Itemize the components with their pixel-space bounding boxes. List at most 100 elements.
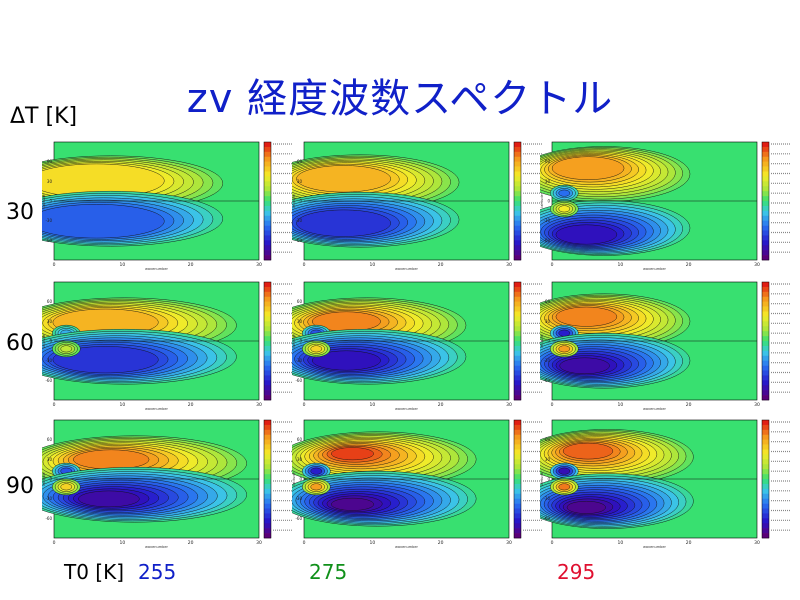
colorbar-swatch (264, 311, 271, 317)
colorbar-swatch (514, 355, 521, 361)
panel-r1-c0: 0 10 20 30 wavenumber -60 -30 0 30 60 latitude (12, 280, 304, 416)
colorbar-swatch (264, 345, 271, 352)
x-tick-label: 30 (754, 402, 760, 408)
colorbar-swatch (762, 250, 769, 256)
colorbar-swatch (762, 220, 769, 226)
colorbar-swatch (514, 326, 521, 332)
colorbar-swatch (514, 424, 521, 431)
t0-value-295: 295 (557, 560, 596, 584)
colorbar-swatch (514, 151, 521, 158)
y-axis-label: latitude (292, 334, 296, 347)
colorbar-swatch (762, 205, 769, 212)
colorbar-swatch (264, 420, 271, 426)
colorbar-swatch (514, 420, 521, 426)
heatmap-svg: 0 10 20 30 wavenumber -60 -30 0 30 60 latitude (260, 141, 543, 271)
colorbar-swatch (514, 156, 521, 162)
colorbar-swatch (762, 341, 769, 347)
colorbar-swatch (264, 176, 271, 182)
positive-contour-level (551, 156, 625, 180)
colorbar-swatch (762, 142, 769, 148)
colorbar-swatch (762, 291, 769, 298)
colorbar-swatch (514, 142, 521, 148)
x-tick-label: 10 (369, 402, 375, 408)
x-axis-label: wavenumber (643, 407, 666, 411)
colorbar-swatch (762, 479, 769, 485)
colorbar-swatch (514, 191, 521, 197)
x-tick-label: 20 (188, 402, 194, 408)
colorbar-swatch (514, 464, 521, 470)
row-label-30: 30 (6, 200, 34, 225)
colorbar-swatch (762, 518, 769, 524)
colorbar-swatch (264, 459, 271, 465)
colorbar-swatch (514, 390, 521, 396)
colorbar-swatch (264, 375, 271, 381)
x-tick-label: 30 (256, 402, 262, 408)
colorbar-swatch (762, 439, 769, 445)
y-tick-label: 0 (299, 199, 302, 204)
colorbar-swatch (264, 390, 271, 396)
delta-t-label: ΔT [K] (10, 104, 78, 129)
y-tick-label: -60 (45, 378, 52, 383)
colorbar-swatch (514, 336, 521, 342)
t0-label: T0 [K] (64, 560, 125, 584)
x-tick-label: 10 (119, 262, 125, 268)
panel-r0-c1: 0 10 20 30 wavenumber -60 -30 0 30 60 latitude (260, 140, 554, 276)
y-tick-label: -60 (543, 378, 550, 383)
negative-contour-level (296, 209, 391, 237)
colorbar-swatch (762, 513, 769, 519)
colorbar-swatch (514, 201, 521, 207)
panel-r1-c1: 0 10 20 30 wavenumber -60 -30 0 30 60 latitude (267, 280, 554, 416)
colorbar-swatch (514, 225, 521, 231)
x-tick-label: 0 (303, 540, 306, 546)
colorbar-swatch (264, 483, 271, 490)
x-tick-label: 10 (617, 262, 623, 268)
opposite-sign-contour (60, 483, 73, 491)
colorbar-swatch (264, 286, 271, 293)
y-tick-label: 60 (545, 159, 551, 164)
opposite-sign-contour (310, 483, 323, 491)
row-label-90: 90 (6, 474, 34, 499)
colorbar-swatch (264, 142, 271, 148)
colorbar-swatch (514, 474, 521, 480)
heatmap-svg: 0 10 20 30 wavenumber -60 -30 0 30 60 latitude (0, 141, 293, 271)
colorbar-swatch (762, 201, 769, 207)
colorbar-swatch (264, 360, 271, 366)
colorbar-swatch (762, 321, 769, 327)
y-tick-label: 0 (49, 477, 52, 482)
colorbar-swatch (514, 370, 521, 376)
panel-r2-c2: 0 10 20 30 wavenumber -60 -30 0 30 60 latitude (520, 418, 800, 554)
colorbar-swatch (514, 439, 521, 445)
negative-contour-level (566, 500, 606, 514)
t0-value-275: 275 (309, 560, 348, 584)
colorbar-swatch (514, 341, 521, 347)
colorbar-swatch (514, 523, 521, 529)
colorbar-swatch (762, 350, 769, 357)
colorbar-swatch (762, 196, 769, 202)
y-axis-label: latitude (292, 194, 296, 207)
colorbar-swatch (514, 286, 521, 293)
colorbar-swatch (762, 469, 769, 475)
colorbar-swatch (514, 488, 521, 495)
y-axis-label: latitude (540, 334, 544, 347)
heatmap-svg: 0 10 20 30 wavenumber -60 -30 0 30 60 latitude (517, 281, 791, 411)
y-tick-label: 30 (47, 457, 53, 462)
y-tick-label: 30 (47, 179, 53, 184)
colorbar-swatch (762, 533, 769, 539)
colorbar-swatch (514, 380, 521, 386)
colorbar-swatch (762, 474, 769, 480)
y-tick-label: 0 (299, 477, 302, 482)
colorbar-swatch (264, 474, 271, 480)
y-tick-label: 30 (47, 319, 53, 324)
y-tick-label: 0 (547, 199, 550, 204)
colorbar-swatch (264, 146, 271, 153)
colorbar-swatch (762, 370, 769, 376)
colorbar-swatch (264, 439, 271, 445)
colorbar-swatch (264, 201, 271, 207)
x-tick-label: 30 (506, 540, 512, 546)
colorbar-swatch (514, 311, 521, 317)
colorbar-swatch (264, 186, 271, 192)
colorbar-swatch (762, 395, 769, 401)
colorbar-swatch (514, 331, 521, 337)
colorbar-swatch (514, 375, 521, 381)
colorbar-swatch (264, 513, 271, 519)
